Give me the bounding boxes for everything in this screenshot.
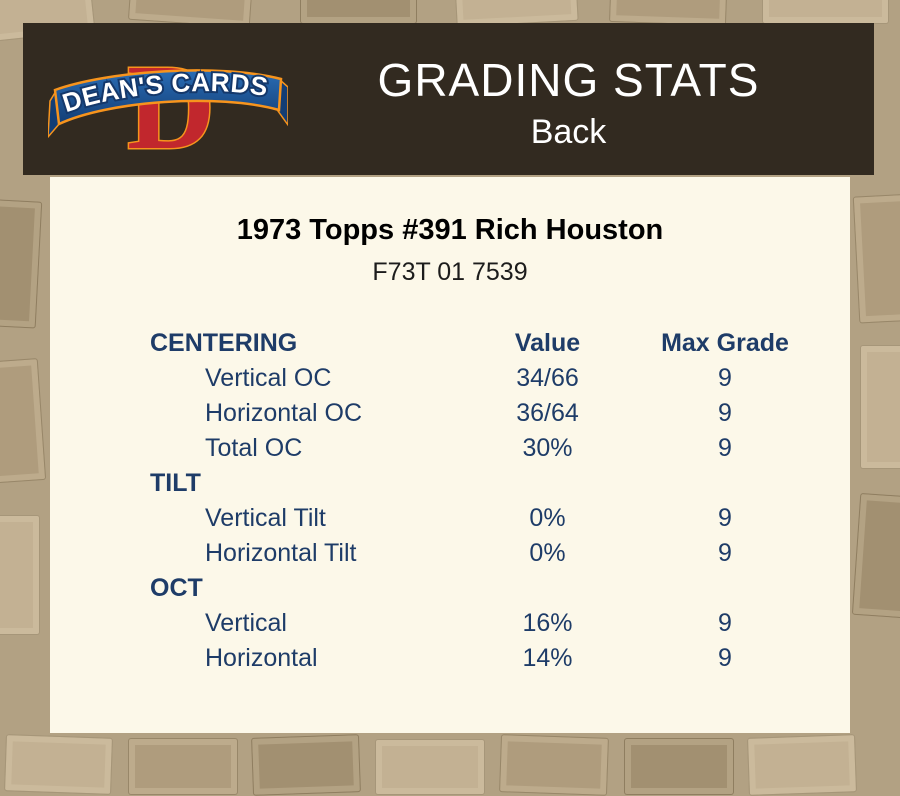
row-label: Vertical <box>205 609 287 637</box>
value-column-header: Value <box>514 329 581 357</box>
background-card-image <box>860 345 900 469</box>
row-max-grade: 9 <box>718 504 732 532</box>
background-card-image <box>0 198 43 329</box>
table-row: Vertical Tilt 0% 9 <box>150 501 795 536</box>
background-card-image <box>499 734 609 796</box>
deans-cards-logo-graphic: D DEAN'S CARDS <box>47 39 289 177</box>
card-title: 1973 Topps #391 Rich Houston <box>236 214 664 246</box>
section-label: OCT <box>150 574 203 602</box>
row-value: 16% <box>522 609 573 637</box>
table-row: Vertical 16% 9 <box>150 606 795 641</box>
background-card-image <box>128 738 238 795</box>
table-row: Total OC 30% 9 <box>150 431 795 466</box>
table-row: Horizontal Tilt 0% 9 <box>150 536 795 571</box>
table-section-row: OCT <box>150 571 795 606</box>
row-label: Horizontal Tilt <box>205 539 357 567</box>
row-label: Total OC <box>205 434 303 462</box>
row-label: Vertical Tilt <box>205 504 326 532</box>
row-max-grade: 9 <box>718 364 732 392</box>
header-bar: D DEAN'S CARDS GRADING STATS Back <box>23 23 874 177</box>
row-max-grade: 9 <box>718 644 732 672</box>
card-serial-number: F73T 01 7539 <box>372 258 528 286</box>
row-max-grade: 9 <box>718 434 732 462</box>
table-row: Vertical OC 34/66 9 <box>150 361 795 396</box>
stats-panel: 1973 Topps #391 Rich Houston F73T 01 753… <box>50 177 850 733</box>
table-section-row: CENTERING Value Max Grade <box>150 326 795 361</box>
background-card-image <box>852 193 900 324</box>
row-max-grade: 9 <box>718 539 732 567</box>
row-value: 36/64 <box>516 399 579 427</box>
ribbon-banner-icon <box>53 69 283 126</box>
row-value: 30% <box>522 434 573 462</box>
max-grade-column-header: Max Grade <box>661 329 789 357</box>
table-section-row: TILT <box>150 466 795 501</box>
row-label: Horizontal <box>205 644 318 672</box>
background-card-image <box>300 0 417 24</box>
section-label: CENTERING <box>150 329 298 357</box>
background-card-image <box>624 738 734 795</box>
header-text-block: GRADING STATS Back <box>313 54 824 152</box>
table-row: Horizontal OC 36/64 9 <box>150 396 795 431</box>
row-value: 0% <box>529 539 566 567</box>
row-value: 14% <box>522 644 573 672</box>
row-max-grade: 9 <box>718 399 732 427</box>
background-card-image <box>0 358 47 484</box>
background-card-image <box>251 734 361 796</box>
row-value: 0% <box>529 504 566 532</box>
background-card-image <box>762 0 889 24</box>
row-label: Horizontal OC <box>205 399 362 427</box>
section-label: TILT <box>150 469 201 497</box>
row-value: 34/66 <box>516 364 579 392</box>
background-card-image <box>375 739 485 795</box>
background-card-image <box>4 734 113 795</box>
stats-table-body: CENTERING Value Max Grade Vertical OC 34/66 9… <box>150 326 795 676</box>
background-card-image <box>747 734 857 796</box>
logo-monogram: D <box>127 40 215 166</box>
page-title: GRADING STATS <box>377 54 760 106</box>
background-card-image <box>851 492 900 620</box>
table-row: Horizontal 14% 9 <box>150 641 795 676</box>
card-side-label: Back <box>530 112 607 151</box>
deans-cards-logo: D DEAN'S CARDS <box>47 34 289 177</box>
background-card-image <box>0 515 40 635</box>
row-max-grade: 9 <box>718 609 732 637</box>
row-label: Vertical OC <box>205 364 332 392</box>
